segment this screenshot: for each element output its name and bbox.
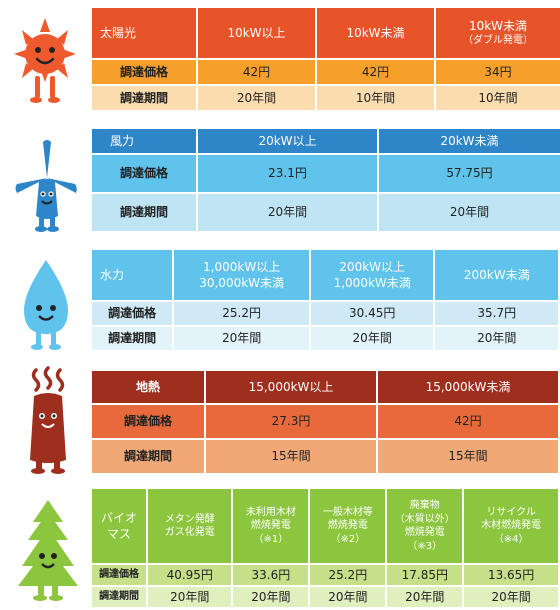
biomass-label-line1: バイオ (101, 510, 138, 525)
biomass-header-line: （木質以外） (394, 513, 455, 525)
geothermal-header-15000-under: 15,000kW未満 (378, 371, 558, 403)
solar-table: 太陽光 10kW以上 10kW未満 10kW未満 （ダブル発電） 調達価格 42… (90, 6, 560, 112)
solar-period-cell: 10年間 (317, 86, 434, 110)
biomass-header-line: 燃焼発電 (327, 520, 368, 532)
hydro-header-line2: 30,000kW未満 (199, 276, 285, 290)
wind-category-label: 風力 (92, 129, 196, 153)
sun-mascot-icon (14, 18, 76, 103)
hydro-price-cell: 30.45円 (310, 302, 434, 325)
wind-header-20kw-under: 20kW未満 (379, 129, 560, 153)
biomass-header-line: 未利用木材 (245, 506, 296, 518)
solar-period-label: 調達期間 (92, 86, 196, 110)
biomass-price-cell: 13.65円 (464, 565, 558, 585)
hydro-price-label: 調達価格 (92, 302, 173, 325)
solar-category-label: 太陽光 (92, 8, 196, 58)
hydro-header-line2: 1,000kW未満 (333, 276, 411, 290)
biomass-price-label: 調達価格 (92, 565, 147, 585)
biomass-price-cell: 40.95円 (148, 565, 232, 585)
biomass-header-line: 燃焼発電 (404, 527, 445, 538)
tree-mascot-icon (18, 500, 78, 601)
geothermal-mascot-icon (30, 366, 66, 474)
biomass-header-recycle-wood: リサイクル 木材燃焼発電 （※4） (464, 489, 558, 563)
biomass-header-methane: メタン発酵 ガス化発電 (148, 489, 232, 563)
wind-period-cell: 20年間 (198, 194, 377, 231)
geothermal-table: 地熱 15,000kW以上 15,000kW未満 調達価格 27.3円 42円 … (90, 369, 560, 475)
wind-price-label: 調達価格 (92, 155, 196, 192)
hydro-period-cell: 20年間 (174, 327, 309, 350)
biomass-header-line: （※4） (493, 533, 529, 545)
solar-price-cell: 42円 (317, 60, 434, 84)
biomass-header-line: 燃焼発電 (250, 520, 291, 532)
biomass-header-waste: 廃棄物 （木質以外） 燃焼発電 （※3） (387, 489, 463, 563)
biomass-header-line: 一般木材等 (322, 506, 373, 518)
solar-header-10kw-under: 10kW未満 (317, 8, 434, 58)
hydro-period-cell: 20年間 (310, 327, 434, 350)
geothermal-period-cell: 15年間 (378, 440, 558, 473)
wind-price-cell: 23.1円 (198, 155, 377, 192)
biomass-period-cell: 20年間 (387, 587, 463, 607)
biomass-price-cell: 33.6円 (233, 565, 309, 585)
biomass-category-label: バイオ マス (92, 489, 147, 563)
biomass-period-cell: 20年間 (310, 587, 386, 607)
solar-price-cell: 34円 (436, 60, 560, 84)
biomass-period-cell: 20年間 (148, 587, 232, 607)
biomass-header-line: 廃棄物 (409, 500, 440, 511)
biomass-table: バイオ マス メタン発酵 ガス化発電 未利用木材 燃焼発電 （※1） 一般木材等… (90, 487, 560, 609)
biomass-header-line: （※2） (330, 533, 366, 545)
geothermal-category-label: 地熱 (92, 371, 204, 403)
biomass-label-line2: マス (107, 527, 132, 541)
hydro-header-200-under: 200kW未満 (435, 250, 558, 300)
geothermal-price-cell: 27.3円 (206, 405, 376, 438)
biomass-period-label: 調達期間 (92, 587, 147, 607)
geothermal-price-cell: 42円 (378, 405, 558, 438)
hydro-period-cell: 20年間 (435, 327, 558, 350)
biomass-period-cell: 20年間 (233, 587, 309, 607)
hydro-price-cell: 35.7円 (435, 302, 558, 325)
hydro-period-label: 調達期間 (92, 327, 173, 350)
hydro-category-label: 水力 (92, 250, 173, 300)
hydro-header-line1: 200kW以上 (339, 259, 406, 274)
water-drop-mascot-icon (24, 260, 68, 350)
solar-period-cell: 20年間 (198, 86, 315, 110)
biomass-price-cell: 17.85円 (387, 565, 463, 585)
solar-header-10kw-over: 10kW以上 (198, 8, 315, 58)
biomass-header-line: ガス化発電 (164, 527, 215, 538)
biomass-header-general-wood: 一般木材等 燃焼発電 （※2） (310, 489, 386, 563)
biomass-header-unused-wood: 未利用木材 燃焼発電 （※1） (233, 489, 309, 563)
hydro-header-1000-30000: 1,000kW以上 30,000kW未満 (174, 250, 309, 300)
hydro-header-200-1000: 200kW以上 1,000kW未満 (310, 250, 434, 300)
biomass-header-line: （※3） (407, 540, 443, 552)
solar-header-double-label: 10kW未満 (468, 19, 528, 34)
geothermal-period-label: 調達期間 (92, 440, 204, 473)
wind-period-label: 調達期間 (92, 194, 196, 231)
hydro-table: 水力 1,000kW以上 30,000kW未満 200kW以上 1,000kW未… (90, 248, 560, 352)
wind-turbine-mascot-icon (15, 140, 77, 232)
wind-table: 風力 20kW以上 20kW未満 調達価格 23.1円 57.75円 調達期間 … (90, 127, 560, 233)
hydro-header-line1: 1,000kW以上 (203, 259, 281, 274)
solar-price-cell: 42円 (198, 60, 315, 84)
solar-period-cell: 10年間 (436, 86, 560, 110)
biomass-header-line: メタン発酵 (164, 513, 215, 525)
solar-header-double-note: （ダブル発電） (463, 35, 533, 47)
geothermal-header-15000-over: 15,000kW以上 (206, 371, 376, 403)
biomass-price-cell: 25.2円 (310, 565, 386, 585)
geothermal-price-label: 調達価格 (92, 405, 204, 438)
wind-header-20kw-over: 20kW以上 (198, 129, 377, 153)
wind-price-cell: 57.75円 (379, 155, 560, 192)
hydro-price-cell: 25.2円 (174, 302, 309, 325)
solar-header-10kw-under-double: 10kW未満 （ダブル発電） (436, 8, 560, 58)
biomass-header-line: 木材燃焼発電 (481, 520, 542, 532)
biomass-header-line: （※1） (253, 533, 289, 545)
biomass-period-cell: 20年間 (464, 587, 558, 607)
geothermal-period-cell: 15年間 (206, 440, 376, 473)
solar-price-label: 調達価格 (92, 60, 196, 84)
wind-period-cell: 20年間 (379, 194, 560, 231)
biomass-header-line: リサイクル (486, 506, 536, 518)
